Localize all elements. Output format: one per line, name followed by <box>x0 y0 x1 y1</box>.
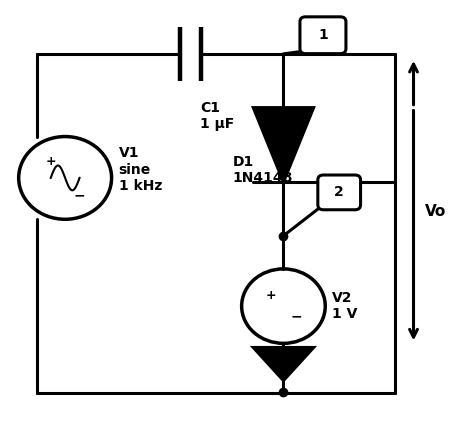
FancyBboxPatch shape <box>318 175 361 210</box>
Text: V1
sine
1 kHz: V1 sine 1 kHz <box>118 146 162 193</box>
Text: Vo: Vo <box>425 203 447 219</box>
Text: +: + <box>265 289 276 302</box>
Text: 1: 1 <box>318 28 328 42</box>
Text: −: − <box>73 189 85 203</box>
FancyBboxPatch shape <box>300 17 346 54</box>
Text: D1
1N4148: D1 1N4148 <box>232 154 293 185</box>
Text: −: − <box>291 309 302 323</box>
Polygon shape <box>253 108 314 182</box>
Polygon shape <box>253 347 314 381</box>
Text: +: + <box>46 155 56 168</box>
Text: V2
1 V: V2 1 V <box>332 291 357 321</box>
Text: C1
1 μF: C1 1 μF <box>200 101 234 131</box>
Text: 2: 2 <box>334 185 344 199</box>
